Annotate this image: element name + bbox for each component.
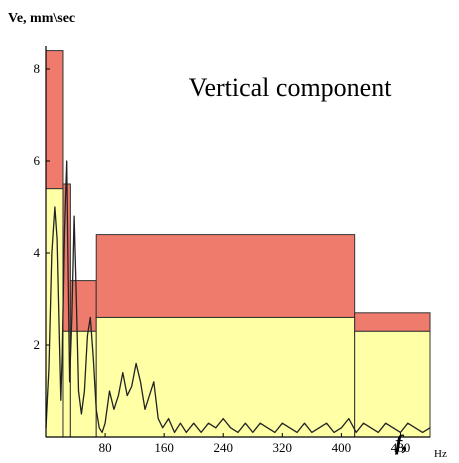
band-upper-1 (45, 50, 64, 190)
x-tick-label-480: 480 (391, 440, 411, 455)
band-lower-4 (95, 316, 356, 438)
spectrum-line-1 (45, 160, 431, 434)
x-tick-label-320: 320 (273, 440, 293, 455)
band-upper-4 (95, 234, 356, 318)
axes (45, 46, 430, 438)
y-tick-label-6: 6 (34, 153, 41, 168)
velocity-bands (45, 50, 431, 438)
chart-title: Vertical component (189, 73, 393, 102)
y-tick-label-4: 4 (34, 245, 41, 260)
band-upper-3 (69, 280, 97, 332)
band-upper-5 (354, 312, 431, 332)
x-axis-label-symbol: f, (395, 430, 408, 455)
spectrum-curve-layer (45, 160, 431, 434)
x-axis-label-unit: Hz (434, 448, 447, 460)
tick-marks: 80 160 240 320 400 480 2 4 6 8 (34, 61, 411, 455)
x-tick-label-160: 160 (154, 440, 174, 455)
x-tick-label-80: 80 (99, 440, 112, 455)
y-tick-label-8: 8 (34, 61, 41, 76)
y-tick-label-2: 2 (34, 337, 41, 352)
x-tick-label-240: 240 (213, 440, 233, 455)
band-lower-5 (354, 330, 431, 438)
x-tick-label-400: 400 (332, 440, 352, 455)
y-axis-label: Ve, mm\sec (8, 11, 75, 26)
